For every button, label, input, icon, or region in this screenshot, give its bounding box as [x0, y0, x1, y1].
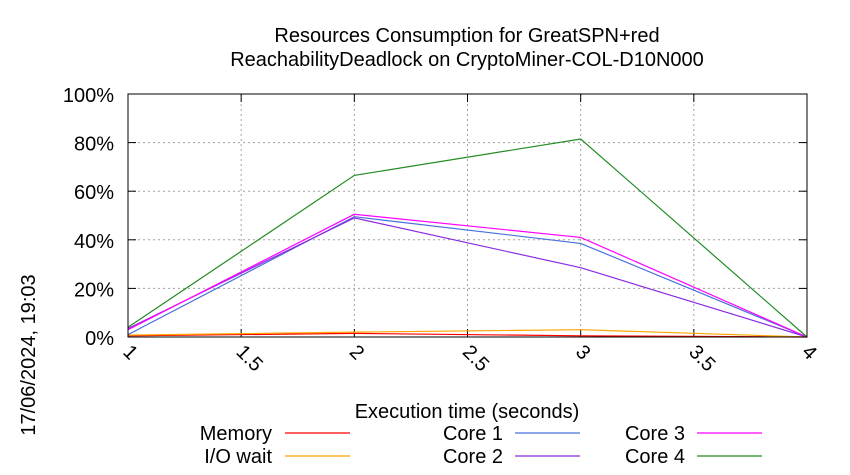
legend-label: Core 4	[625, 446, 685, 468]
timestamp-label: 17/06/2024, 19:03	[18, 274, 40, 435]
x-axis-label: Execution time (seconds)	[355, 401, 580, 423]
y-tick-label: 80%	[74, 134, 114, 156]
x-tick-label: 2.5	[458, 341, 493, 376]
axis-ticks: 0% 20% 40% 60% 80% 100% 1 1.5 2 2.5 3 3.5 4	[63, 85, 821, 376]
y-tick-label: 60%	[74, 182, 114, 204]
y-tick-label: 40%	[74, 231, 114, 253]
chart-title-line-2: ReachabilityDeadlock on CryptoMiner-COL-…	[230, 49, 704, 71]
legend-label: Core 2	[443, 446, 503, 468]
x-tick-label: 3	[571, 341, 594, 364]
y-tick-label: 100%	[63, 85, 114, 107]
legend-label: I/O wait	[204, 446, 272, 468]
legend-label: Core 1	[443, 423, 503, 445]
plot-frame	[127, 93, 808, 338]
series-line-core-2	[127, 217, 808, 338]
series-line-core-3	[127, 213, 808, 338]
series-line-i-o-wait	[127, 329, 808, 338]
y-tick-label: 0%	[85, 328, 114, 350]
series-line-memory	[127, 332, 808, 338]
series-line-core-4	[127, 138, 808, 338]
chart-title-line-1: Resources Consumption for GreatSPN+red	[274, 25, 659, 47]
x-tick-label: 1	[118, 341, 141, 364]
series-lines	[127, 138, 808, 338]
series-line-core-1	[127, 216, 808, 338]
y-tick-label: 20%	[74, 279, 114, 301]
x-tick-label: 2	[345, 341, 368, 364]
legend-label: Core 3	[625, 423, 685, 445]
x-tick-label: 4	[797, 341, 820, 364]
legend-label: Memory	[200, 423, 272, 445]
grid-lines	[127, 93, 808, 338]
x-tick-label: 3.5	[684, 341, 719, 376]
x-tick-label: 1.5	[232, 341, 267, 376]
